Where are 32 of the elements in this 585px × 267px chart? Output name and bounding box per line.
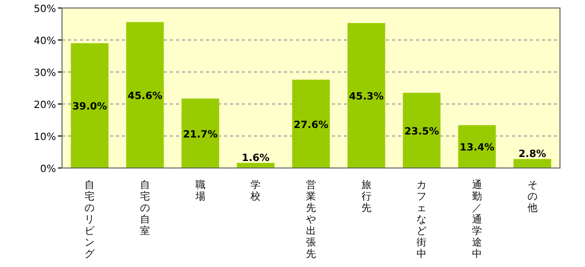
y-tick-label: 0% [40, 164, 56, 175]
x-tick-label: 自宅の自室 [140, 179, 150, 237]
bar [402, 92, 440, 168]
y-tick-label: 10% [34, 132, 56, 143]
bar [292, 80, 330, 168]
y-tick-label: 30% [34, 68, 56, 79]
bar [458, 125, 496, 168]
bar [348, 23, 386, 168]
y-tick-label: 40% [34, 36, 56, 47]
x-tick-label: 自宅のリビング [84, 179, 96, 260]
bar [126, 22, 164, 168]
x-tick-label: 通勤／通学途中 [472, 179, 482, 260]
bar [70, 43, 108, 168]
x-tick-label: 学校 [250, 179, 261, 202]
data-label: 13.4% [460, 142, 494, 154]
y-tick-label: 20% [34, 100, 56, 111]
data-label: 39.0% [72, 102, 108, 113]
x-tick-label: その他 [527, 180, 538, 214]
data-label: 45.3% [348, 92, 384, 103]
bar [514, 159, 552, 168]
x-tick-label: 旅行先 [361, 179, 372, 214]
x-tick-label: カフェなど街中 [416, 180, 427, 260]
x-tick-label: 職場 [194, 179, 206, 202]
data-label: 27.6% [294, 120, 328, 131]
bar [182, 98, 220, 168]
data-label: 1.6% [242, 152, 270, 164]
y-tick-label: 50% [34, 4, 56, 15]
x-tick-label: 営業先や出張先 [306, 179, 316, 260]
data-label: 23.5% [404, 126, 440, 138]
data-label: 45.6% [128, 91, 162, 102]
data-label: 21.7% [182, 129, 218, 140]
data-label: 2.8% [518, 149, 546, 160]
